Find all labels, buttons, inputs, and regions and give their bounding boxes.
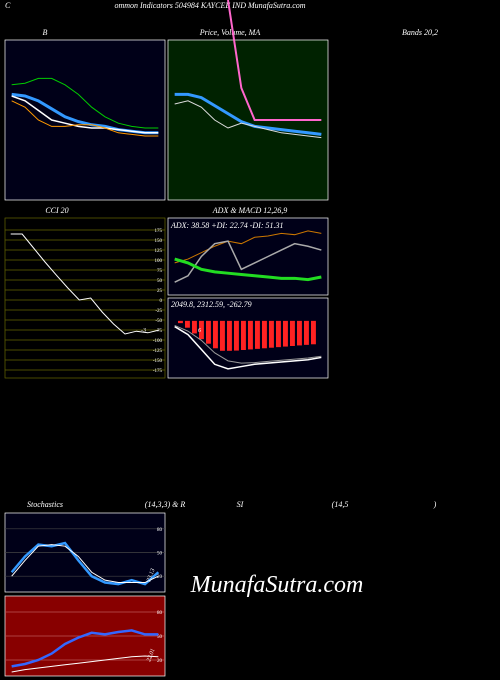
indicator-line <box>227 0 322 121</box>
panel-subtitle: (14,3,3) & R <box>145 500 186 509</box>
header-letter: C <box>5 1 11 10</box>
y-tick-label: 75 <box>157 269 163 274</box>
y-tick-label: -75 <box>155 329 162 334</box>
watermark: MunafaSutra.com <box>190 572 364 598</box>
panel-title: SI <box>237 500 244 509</box>
indicator-line <box>174 257 322 282</box>
y-tick-label: -100 <box>153 339 163 344</box>
panel-subtitle: ADX: 38.58 +DI: 22.74 -DI: 51.31 <box>170 221 284 230</box>
histogram-bar <box>269 320 274 348</box>
histogram-bar <box>304 320 309 345</box>
paren-label: ) <box>433 500 437 509</box>
histogram-bar <box>241 320 246 350</box>
indicator-line <box>10 233 160 335</box>
y-tick-label: -50 <box>155 319 162 324</box>
y-tick-label: 20 <box>157 575 163 580</box>
bands-label: Bands 20,2 <box>402 28 438 37</box>
histogram-bar <box>234 320 239 351</box>
value-label: 22.01 <box>146 648 156 663</box>
y-tick-label: 20 <box>157 659 163 664</box>
value-label: 23.13 <box>146 568 156 583</box>
y-tick-label: 150 <box>155 239 163 244</box>
y-tick-label: 80 <box>157 611 163 616</box>
y-tick-label: 125 <box>155 249 163 254</box>
histogram-bar <box>283 320 288 347</box>
panel-title: CCI 20 <box>45 206 68 215</box>
panel <box>4 217 166 379</box>
histogram-bar <box>255 320 260 349</box>
histogram-bar <box>276 320 281 348</box>
panel-title: 2049.8, 2312.59, -262.79 <box>171 300 252 309</box>
indicator-line <box>11 95 159 134</box>
panel-title: B <box>43 28 48 37</box>
histogram-bar <box>227 320 232 351</box>
histogram-bar <box>248 320 253 350</box>
histogram-bar <box>178 320 183 324</box>
panel-title: ADX & MACD 12,26,9 <box>212 206 287 215</box>
indicator-line <box>174 100 322 139</box>
y-tick-label: 80 <box>157 528 163 533</box>
y-tick-label: -150 <box>153 359 163 364</box>
y-tick-label: 25 <box>157 289 163 294</box>
panel <box>4 39 166 201</box>
y-tick-label: -125 <box>153 349 163 354</box>
indicator-line <box>11 629 159 668</box>
y-tick-label: -175 <box>153 369 163 374</box>
panel <box>167 217 329 296</box>
indicator-line <box>174 92 322 136</box>
histogram-bar <box>220 320 225 351</box>
indicator-line <box>174 240 322 283</box>
histogram-bar <box>192 320 197 334</box>
y-tick-label: 50 <box>157 552 163 557</box>
histogram-bar <box>199 320 204 340</box>
y-tick-label: 0 <box>160 299 163 304</box>
histogram-bar <box>311 320 316 345</box>
panel-title: Stochastics <box>27 500 63 509</box>
indicator-line <box>11 100 159 137</box>
panel-title: Price, Volume, MA <box>199 28 261 37</box>
histogram-bar <box>262 320 267 349</box>
indicator-line <box>10 541 160 586</box>
header-title: ommon Indicators 504984 KAYCEE IND Munaf… <box>114 1 305 10</box>
value-label: -3 <box>141 328 146 334</box>
y-tick-label: 50 <box>157 635 163 640</box>
value-label: 6 <box>198 328 201 334</box>
indicator-line <box>11 77 159 129</box>
histogram-bar <box>206 320 211 344</box>
histogram-bar <box>213 320 218 349</box>
y-tick-label: 100 <box>155 259 163 264</box>
histogram-bar <box>297 320 302 346</box>
histogram-bar <box>290 320 295 346</box>
histogram-bar <box>185 320 190 328</box>
indicator-line <box>174 324 322 364</box>
panel-subtitle: (14,5 <box>332 500 349 509</box>
y-tick-label: 50 <box>157 279 163 284</box>
indicator-line <box>11 544 159 584</box>
indicator-line <box>11 655 159 673</box>
indicator-line <box>174 230 322 264</box>
y-tick-label: 175 <box>155 229 163 234</box>
y-tick-label: -25 <box>155 309 162 314</box>
indicator-line <box>174 325 322 370</box>
